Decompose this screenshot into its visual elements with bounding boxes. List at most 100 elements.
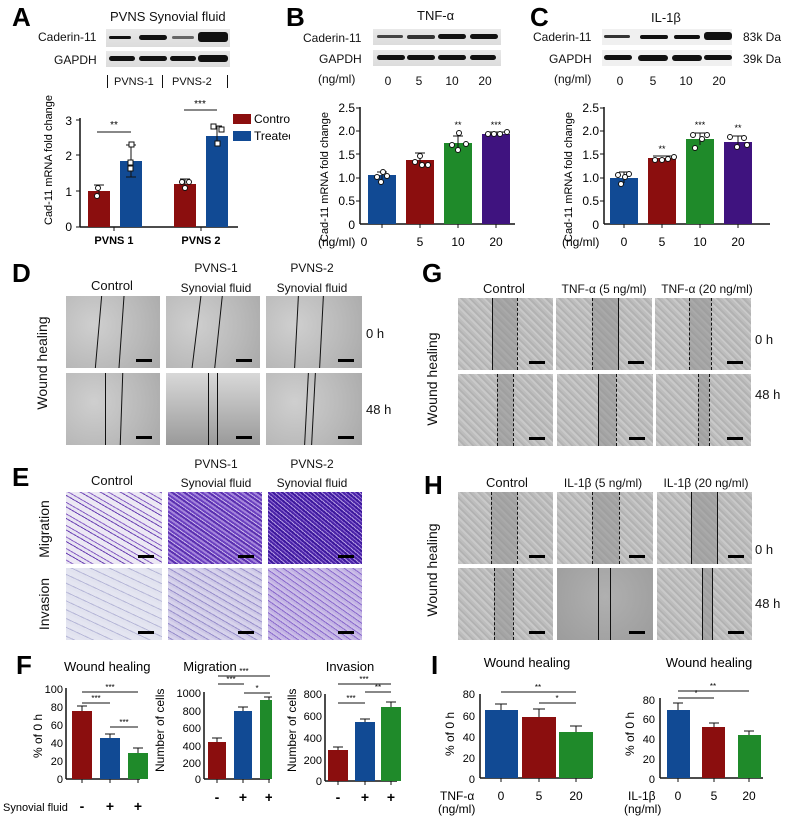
svg-text:1.0: 1.0 xyxy=(338,171,355,185)
svg-text:0: 0 xyxy=(316,776,322,788)
svg-text:0.5: 0.5 xyxy=(582,194,599,208)
svg-text:% of 0 h: % of 0 h xyxy=(31,714,45,758)
dose-label: 10 xyxy=(445,74,459,88)
svg-text:**: ** xyxy=(375,683,381,692)
time-label-48h-g: 48 h xyxy=(755,387,781,402)
chart-b-tnf-cad11-mrna: Cad-11 mRNA fold change 2.5 2.0 1.5 1.0 0.5… xyxy=(318,101,515,249)
svg-text:+: + xyxy=(361,789,369,805)
svg-text:Control: Control xyxy=(254,112,290,126)
dose-label: 5 xyxy=(649,74,657,88)
western-blot-gapdh-c xyxy=(602,50,732,66)
svg-text:0: 0 xyxy=(621,235,628,249)
micrograph-h-control-48h xyxy=(458,568,553,640)
svg-text:2: 2 xyxy=(65,149,72,163)
svg-text:PVNS 2: PVNS 2 xyxy=(181,235,220,247)
svg-text:***: *** xyxy=(491,120,502,130)
micrograph-e-pvns2-invasion xyxy=(268,568,362,640)
svg-text:20: 20 xyxy=(731,235,745,249)
svg-text:+: + xyxy=(387,789,395,805)
svg-text:Number of cells: Number of cells xyxy=(153,689,167,772)
micrograph-h-control-0h xyxy=(458,492,553,564)
svg-text:5: 5 xyxy=(711,789,718,803)
svg-text:***: *** xyxy=(359,675,368,684)
svg-text:800: 800 xyxy=(183,706,201,718)
group-label-pvns2: PVNS-2 xyxy=(172,76,212,88)
col-header-top: PVNS-2 xyxy=(290,457,334,471)
col-header-pvns1: Synovial fluid xyxy=(180,476,252,490)
micrograph-e-pvns2-migration xyxy=(268,492,362,564)
svg-text:***: *** xyxy=(105,683,114,692)
svg-text:2.0: 2.0 xyxy=(338,124,355,138)
svg-text:+: + xyxy=(265,789,272,805)
dose-label: 20 xyxy=(478,74,492,88)
svg-text:5: 5 xyxy=(417,235,424,249)
svg-text:80: 80 xyxy=(643,695,655,707)
svg-text:0: 0 xyxy=(592,218,599,232)
blot-row-label-cad11-c: Caderin-11 xyxy=(533,30,592,44)
svg-text:***: *** xyxy=(346,694,355,703)
time-label-0h-h: 0 h xyxy=(755,542,774,557)
svg-text:10: 10 xyxy=(451,235,465,249)
svg-text:-: - xyxy=(336,789,341,805)
svg-text:% of 0 h: % of 0 h xyxy=(443,712,457,756)
micrograph-h-il1b5-48h xyxy=(557,568,653,640)
svg-text:200: 200 xyxy=(304,755,322,767)
svg-text:2.5: 2.5 xyxy=(582,101,599,115)
svg-text:0: 0 xyxy=(57,774,63,786)
svg-text:2.0: 2.0 xyxy=(582,124,599,138)
col-header-il1b-20: IL-1β (20 ng/ml) xyxy=(663,476,749,490)
western-blot-cad11-c xyxy=(602,29,732,45)
svg-text:400: 400 xyxy=(304,733,322,745)
svg-text:40: 40 xyxy=(463,732,475,744)
micrograph-d-pvns1-48h xyxy=(166,373,260,445)
row-label-invasion: Invasion xyxy=(36,577,52,631)
svg-text:+: + xyxy=(134,798,142,814)
chart-f-wound-healing: Wound healing % of 0 h 100 80 60 40 20 0 ***… xyxy=(3,659,150,814)
col-header-top: PVNS-1 xyxy=(194,261,238,275)
micrograph-d-pvns1-0h xyxy=(166,296,260,368)
western-blot-cad11-a xyxy=(106,29,230,47)
svg-text:Wound healing: Wound healing xyxy=(666,655,753,670)
group-divider xyxy=(162,75,163,88)
svg-text:Wound healing: Wound healing xyxy=(64,659,150,674)
panel-letter-d: D xyxy=(12,258,31,288)
svg-text:800: 800 xyxy=(304,689,322,701)
svg-text:Cad-11 mRNA fold change: Cad-11 mRNA fold change xyxy=(563,112,575,242)
col-header-tnf-20: TNF-α (20 ng/ml) xyxy=(661,282,753,296)
svg-text:***: *** xyxy=(226,675,235,684)
svg-text:60: 60 xyxy=(463,711,475,723)
svg-text:PVNS 1: PVNS 1 xyxy=(94,235,133,247)
dose-unit-label-b: (ng/ml) xyxy=(318,72,356,86)
svg-text:**: ** xyxy=(710,682,716,691)
svg-text:TNF-α: TNF-α xyxy=(440,789,474,803)
svg-text:60: 60 xyxy=(643,714,655,726)
panel-letter-b: B xyxy=(286,2,305,32)
svg-text:0: 0 xyxy=(469,774,475,786)
col-header-pvns2: Synovial fluid xyxy=(276,476,348,490)
svg-text:*: * xyxy=(555,694,558,703)
micrograph-h-il1b20-48h xyxy=(657,568,752,640)
dose-label: 5 xyxy=(415,74,423,88)
row-label-wound-healing-g: Wound healing xyxy=(424,332,440,426)
panel-letter-i: I xyxy=(431,650,439,680)
svg-text:5: 5 xyxy=(659,235,666,249)
micrograph-d-pvns2-48h xyxy=(266,373,362,445)
micrograph-g-tnf5-0h xyxy=(556,298,652,370)
micrograph-h-il1b20-0h xyxy=(657,492,752,564)
svg-text:**: ** xyxy=(658,144,666,154)
svg-text:20: 20 xyxy=(569,789,583,803)
svg-text:1.5: 1.5 xyxy=(338,148,355,162)
svg-text:0: 0 xyxy=(65,220,72,234)
panel-letter-a: A xyxy=(12,2,31,32)
col-header-top: PVNS-2 xyxy=(290,261,334,275)
micrograph-g-tnf20-0h xyxy=(655,298,751,370)
panel-letter-h: H xyxy=(424,470,443,500)
svg-text:**: ** xyxy=(454,120,462,130)
col-header-pvns2: Synovial fluid xyxy=(276,281,348,295)
svg-text:Treated: Treated xyxy=(254,129,290,143)
svg-text:1.0: 1.0 xyxy=(582,171,599,185)
western-blot-gapdh-a xyxy=(106,51,230,67)
svg-text:40: 40 xyxy=(51,738,63,750)
dose-label: 0 xyxy=(616,74,624,88)
